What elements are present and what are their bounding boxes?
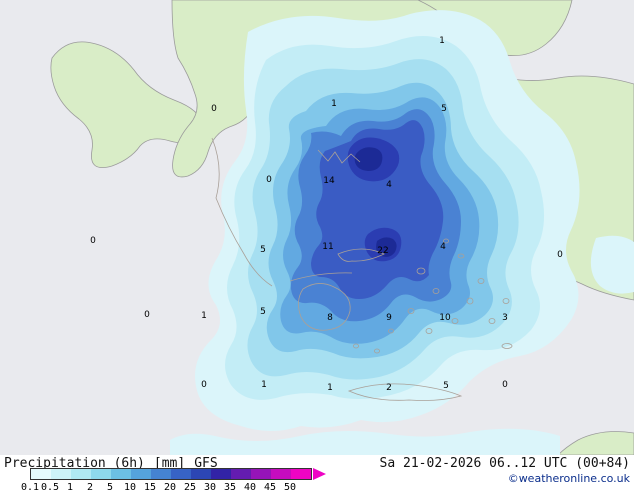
legend-cell [211,469,231,479]
legend-tick-label: 15 [143,482,157,490]
legend-cell [171,469,191,479]
legend-tick-label: 0.5 [40,482,60,490]
legend-cell [251,469,271,479]
legend-cell [71,469,91,479]
precipitation-layer [170,10,634,455]
legend-tick-label: 35 [223,482,237,490]
copyright: ©weatheronline.co.uk [507,472,630,485]
legend-cell [291,469,311,479]
legend-tick-label: 25 [183,482,197,490]
legend-cell [151,469,171,479]
legend-cell [131,469,151,479]
map-canvas [0,0,634,455]
legend-arrow [313,468,326,480]
legend-tick-label: 30 [203,482,217,490]
legend-cell [231,469,251,479]
unit-label: [mm] [153,456,186,471]
precipitation-map: 1 0 1 5 0 14 4 0 5 11 22 4 0 0 1 5 8 9 10 3 0 1 1 2 5 0 [0,0,634,455]
legend-tick-label: 0.1 [20,482,40,490]
legend-cell [91,469,111,479]
legend: 0.1 0.5 1 2 5 10 15 20 25 30 35 40 45 50 [21,468,340,490]
coastline-layer [211,137,513,401]
product-name: Precipitation (6h) [4,456,145,471]
legend-title: Precipitation (6h) [mm] GFS [4,456,227,471]
legend-tick-label: 50 [283,482,297,490]
legend-tick-label: 1 [66,482,74,490]
legend-tick-label: 10 [123,482,137,490]
footer: Precipitation (6h) [mm] GFS 0.1 0.5 1 2 5 10 15 2… [0,455,634,490]
legend-color-bar [30,468,312,480]
legend-cell [31,469,51,479]
model-label: GFS [194,456,218,471]
legend-cell [271,469,291,479]
legend-cell [111,469,131,479]
legend-cell [51,469,71,479]
legend-tick-label: 2 [86,482,94,490]
legend-tick-label: 20 [163,482,177,490]
legend-cell [191,469,211,479]
legend-tick-labels: 0.1 0.5 1 2 5 10 15 20 25 30 35 40 45 50 [21,482,340,490]
valid-datetime: Sa 21-02-2026 06..12 UTC (00+84) [379,456,630,471]
legend-tick-label: 45 [263,482,277,490]
legend-tick-label: 5 [106,482,114,490]
legend-tick-label: 40 [243,482,257,490]
